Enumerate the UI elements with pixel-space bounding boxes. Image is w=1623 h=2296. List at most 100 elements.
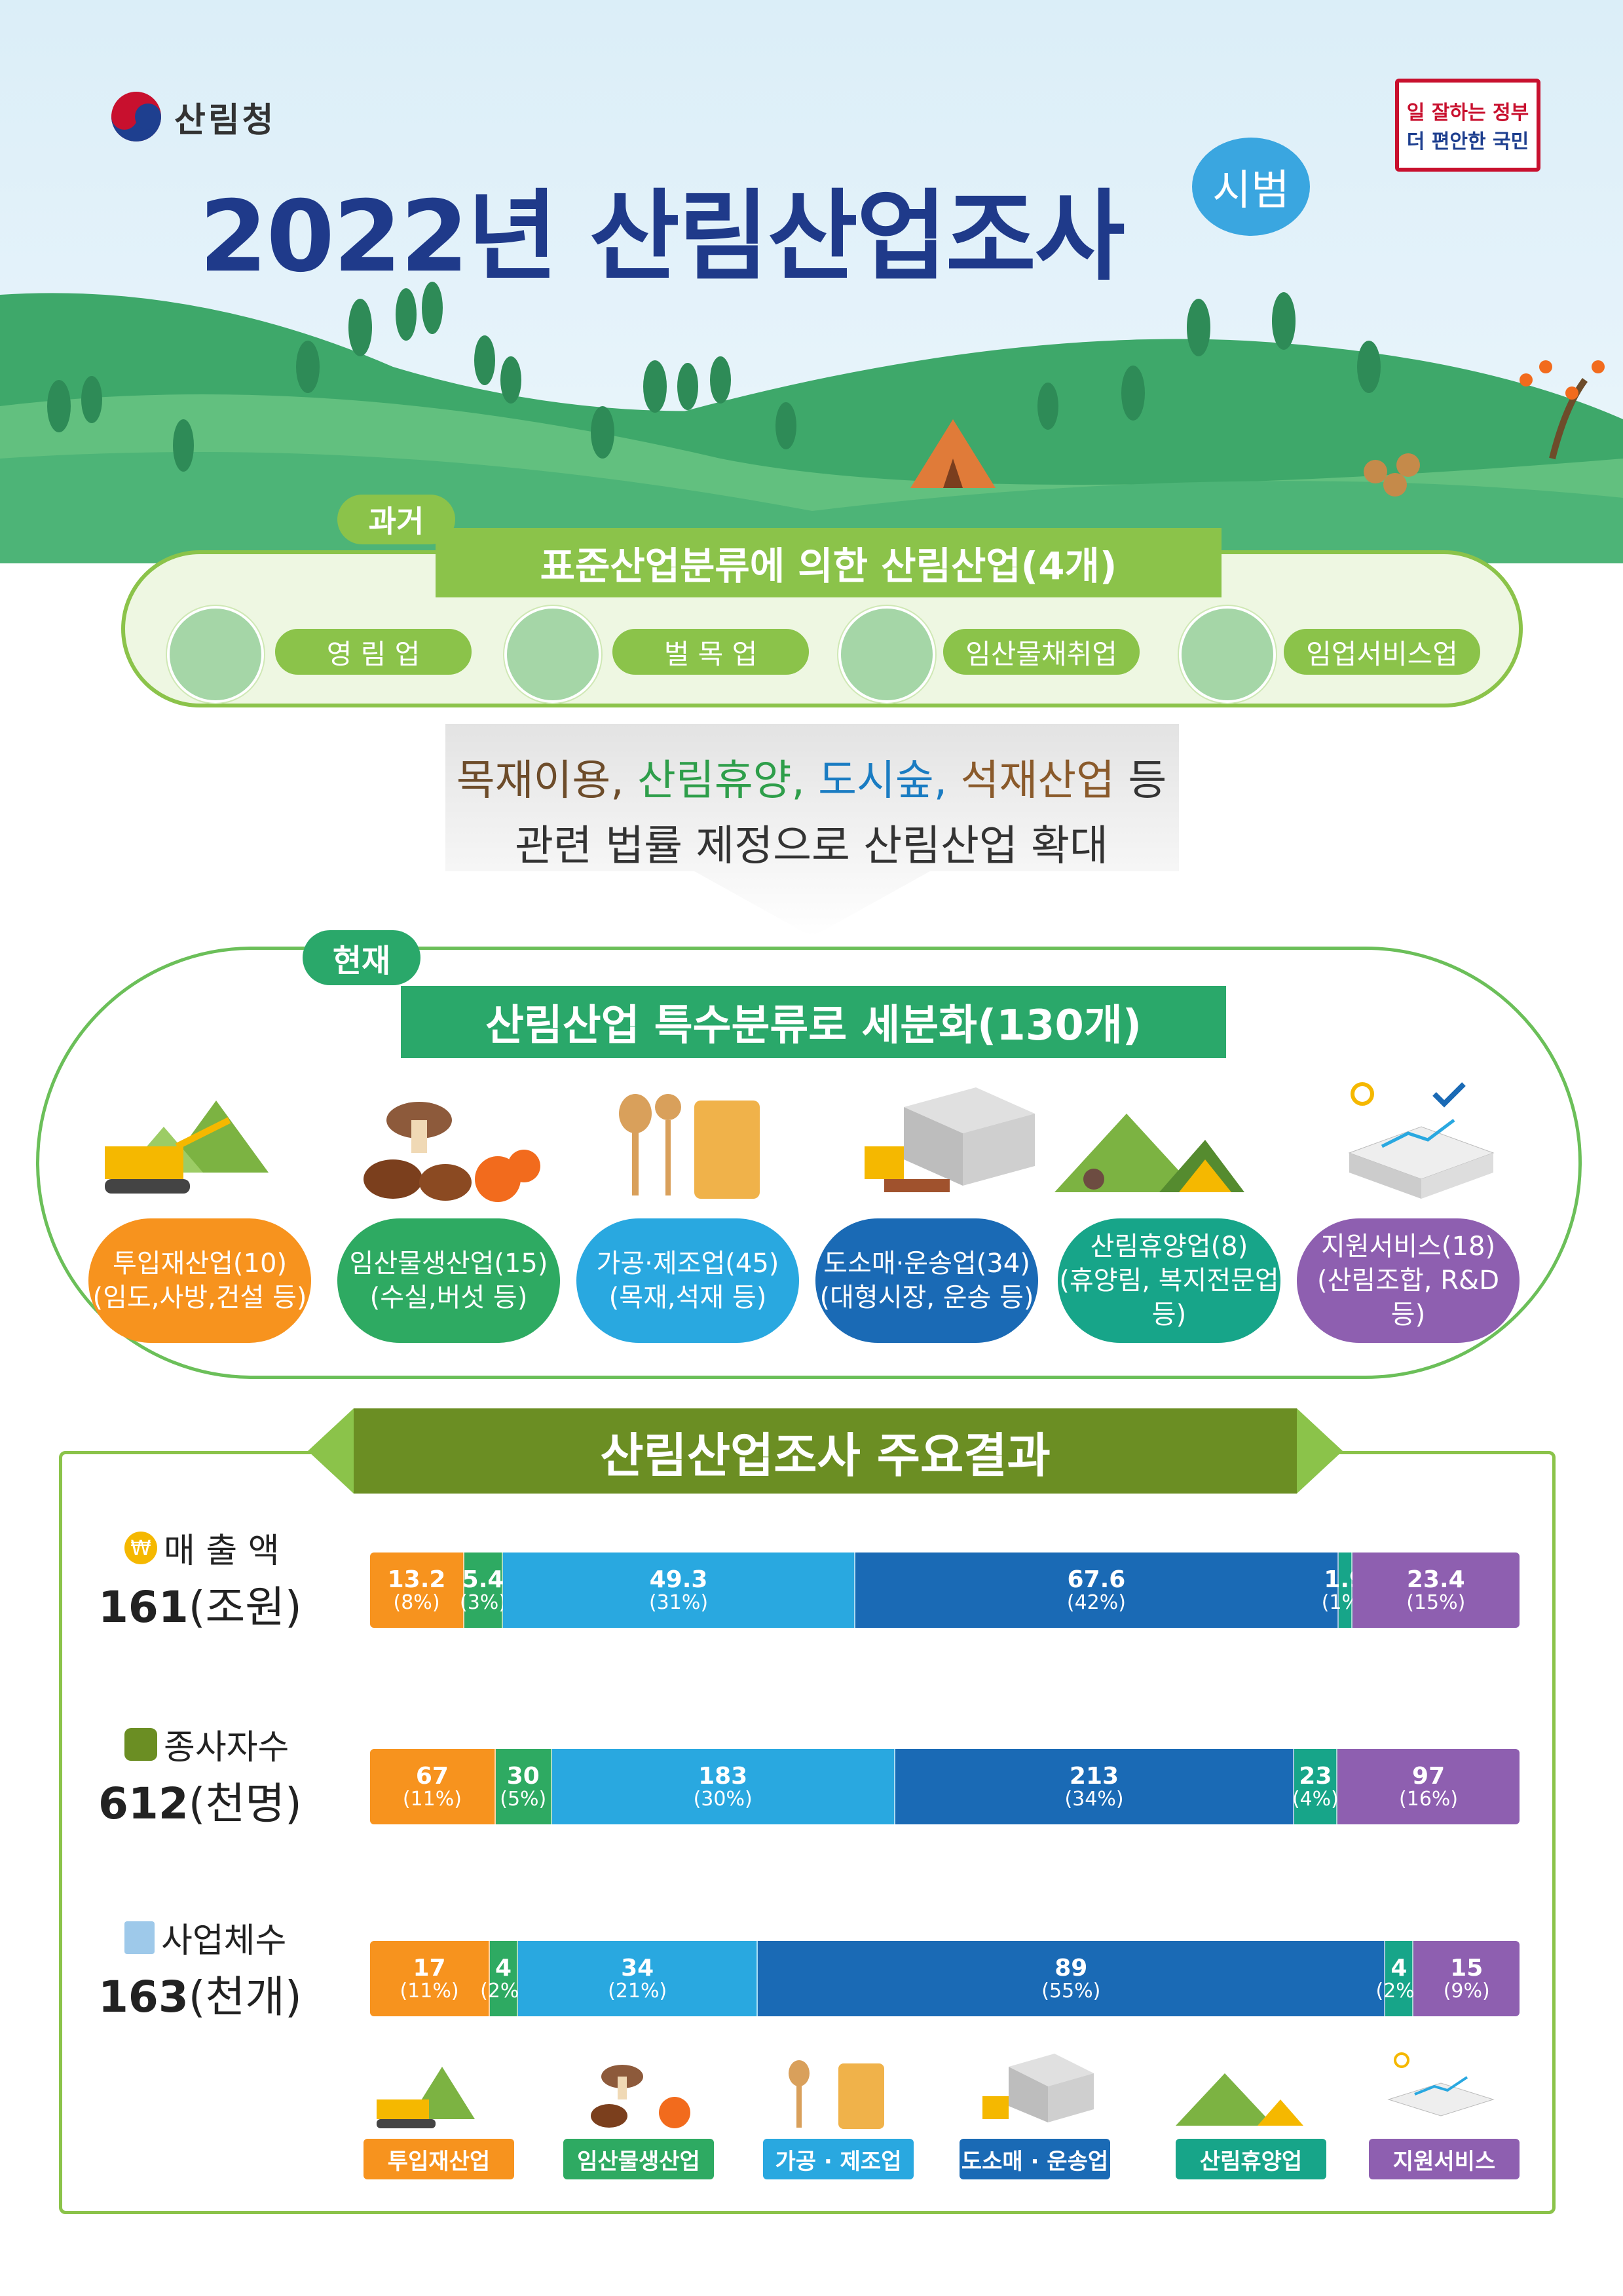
bar-segment: 17 (11%) <box>370 1941 491 2016</box>
bar-percent-label: (4%) <box>1292 1787 1339 1811</box>
current-tag: 현재 <box>303 930 420 985</box>
legend-construction-illustration <box>377 2067 475 2128</box>
bar-value-label: 23 <box>1299 1762 1332 1790</box>
bar-value-label: 15 <box>1450 1954 1483 1982</box>
warehouse-truck-illustration <box>865 1087 1035 1192</box>
gov-slogan-line2: 더 편안한 국민 <box>1406 130 1529 153</box>
word-etc: 등 <box>1128 757 1167 805</box>
row-unit: (천명) <box>188 1778 302 1829</box>
legend-wholesale-transport: 도소매 · 운송업 <box>960 2139 1110 2179</box>
bar-percent-label: (34%) <box>1064 1787 1124 1811</box>
bar-segment: 15 (9%) <box>1413 1941 1520 2016</box>
bar-segment: 213 (34%) <box>895 1749 1295 1824</box>
category-name: 임산물생산업(15) <box>349 1249 548 1279</box>
bar-value-label: 67 <box>415 1762 449 1790</box>
camping-illustration <box>1054 1114 1244 1192</box>
harvest-worker-icon <box>838 606 935 703</box>
word-stone-industry: 석재산업 <box>960 757 1115 805</box>
bar-segment: 1.9 (1%) <box>1322 1553 1368 1628</box>
transition-line2: 관련 법률 제정으로 산림산업 확대 <box>515 822 1108 871</box>
category-name: 가공·제조업(45) <box>596 1249 779 1279</box>
bar-segment: 23.4 (15%) <box>1352 1553 1520 1628</box>
category-detail: (임도,사방,건설 등) <box>92 1283 307 1313</box>
category-detail: (목재,석재 등) <box>608 1283 767 1313</box>
mushroom-chestnut-illustration <box>364 1102 540 1202</box>
category-input-industry: 투입재산업(10) (임도,사방,건설 등) <box>88 1218 311 1343</box>
bar-value-label: 4 <box>1390 1954 1408 1982</box>
row-unit: (조원) <box>188 1582 302 1632</box>
bar-percent-label: (11%) <box>400 1979 459 2003</box>
row-unit: (천개) <box>188 1972 302 2022</box>
legend-mushroom-illustration <box>591 2065 690 2128</box>
legend-input-industry: 투입재산업 <box>364 2139 514 2179</box>
row-total: 612 <box>98 1778 189 1829</box>
category-wholesale-transport: 도소매·운송업(34) (대형시장, 운송 등) <box>815 1218 1038 1343</box>
row-label-employees: 종사자수 612(천명) <box>98 1720 347 1832</box>
pilot-badge: 시범 <box>1192 138 1310 236</box>
bar-value-label: 17 <box>413 1954 446 1982</box>
word-wood-use: 목재이용, <box>456 757 624 805</box>
bar-percent-label: (16%) <box>1399 1787 1459 1811</box>
transition-line1: 목재이용, 산림휴양, 도시숲, 석재산업 등 <box>0 747 1623 807</box>
category-recreation: 산림휴양업(8) (휴양림, 복지전문업 등) <box>1058 1218 1280 1343</box>
bar-value-label: 89 <box>1054 1954 1088 1982</box>
forestry-worker-icon <box>167 606 264 703</box>
legend-woodcraft-illustration <box>789 2060 884 2129</box>
bar-segment: 23 (4%) <box>1292 1749 1339 1824</box>
legend-forest-products: 임산물생산업 <box>563 2139 714 2179</box>
category-name: 산림휴양업(8) <box>1090 1232 1248 1262</box>
wood-craft-illustration <box>619 1094 760 1199</box>
bar-value-label: 213 <box>1069 1762 1119 1790</box>
bar-segment: 89 (55%) <box>758 1941 1386 2016</box>
past-tag: 과거 <box>337 495 455 544</box>
taegeuk-icon <box>111 92 161 141</box>
bar-segment: 34 (21%) <box>518 1941 758 2016</box>
bar-value-label: 4 <box>495 1954 512 1982</box>
bar-row: 13.2 (8%) 5.4 (3%) 49.3 (31%) 67.6 (42%) 1.9 (1%)… <box>370 1553 1520 1628</box>
bar-segment: 13.2 (8%) <box>370 1553 465 1628</box>
legend-support-services: 지원서비스 <box>1369 2139 1520 2179</box>
legend-warehouse-illustration <box>982 2054 1094 2122</box>
agency-logo: 산림청 <box>111 92 276 141</box>
category-detail: (대형시장, 운송 등) <box>819 1283 1034 1313</box>
agency-name: 산림청 <box>174 100 276 140</box>
bar-value-label: 5.4 <box>462 1566 504 1593</box>
results-title: 산림산업조사 주요결과 <box>354 1408 1297 1494</box>
bar-percent-label: (9%) <box>1443 1979 1490 2003</box>
service-worker-icon <box>1179 606 1276 703</box>
bar-value-label: 67.6 <box>1067 1566 1126 1593</box>
legend-recreation: 산림휴양업 <box>1176 2139 1326 2179</box>
current-title: 산림산업 특수분류로 세분화(130개) <box>401 986 1226 1058</box>
bar-segment: 4 (2%) <box>1375 1941 1422 2016</box>
category-manufacturing: 가공·제조업(45) (목재,석재 등) <box>576 1218 799 1343</box>
document-chart-illustration <box>1348 1082 1495 1199</box>
past-item-forest-management: 영 림 업 <box>275 629 472 675</box>
bar-segment: 67 (11%) <box>370 1749 496 1824</box>
results-title-left-fold <box>308 1408 354 1494</box>
bar-value-label: 13.2 <box>387 1566 446 1593</box>
building-icon <box>124 1921 155 1954</box>
past-item-forestry-service: 임업서비스업 <box>1284 629 1480 675</box>
results-title-right-fold <box>1297 1408 1343 1494</box>
bar-percent-label: (5%) <box>500 1787 547 1811</box>
past-item-forest-products: 임산물채취업 <box>943 629 1140 675</box>
coin-icon: ₩ <box>124 1531 157 1564</box>
category-detail: (수실,버섯 등) <box>369 1283 528 1313</box>
bar-segment: 97 (16%) <box>1337 1749 1520 1824</box>
category-forest-products: 임산물생산업(15) (수실,버섯 등) <box>337 1218 560 1343</box>
bar-percent-label: (55%) <box>1041 1979 1101 2003</box>
bar-segment: 4 (2%) <box>480 1941 527 2016</box>
row-label-businesses: 사업체수 163(천개) <box>98 1913 347 2025</box>
row-label-sales: ₩ 매 출 액 161(조원) <box>98 1523 347 1635</box>
gov-slogan-badge: 일 잘하는 정부 더 편안한 국민 <box>1395 79 1540 172</box>
past-title: 표준산업분류에 의한 산림산업(4개) <box>436 528 1222 597</box>
word-forest-recreation: 산림휴양, <box>637 757 805 805</box>
bar-value-label: 23.4 <box>1406 1566 1465 1593</box>
bar-value-label: 183 <box>698 1762 748 1790</box>
bar-value-label: 49.3 <box>649 1566 708 1593</box>
bar-percent-label: (15%) <box>1406 1590 1466 1614</box>
category-name: 투입재산업(10) <box>112 1249 288 1279</box>
category-support-services: 지원서비스(18) (산림조합, R&D 등) <box>1297 1218 1520 1343</box>
category-detail: (휴양림, 복지전문업 등) <box>1059 1266 1279 1330</box>
